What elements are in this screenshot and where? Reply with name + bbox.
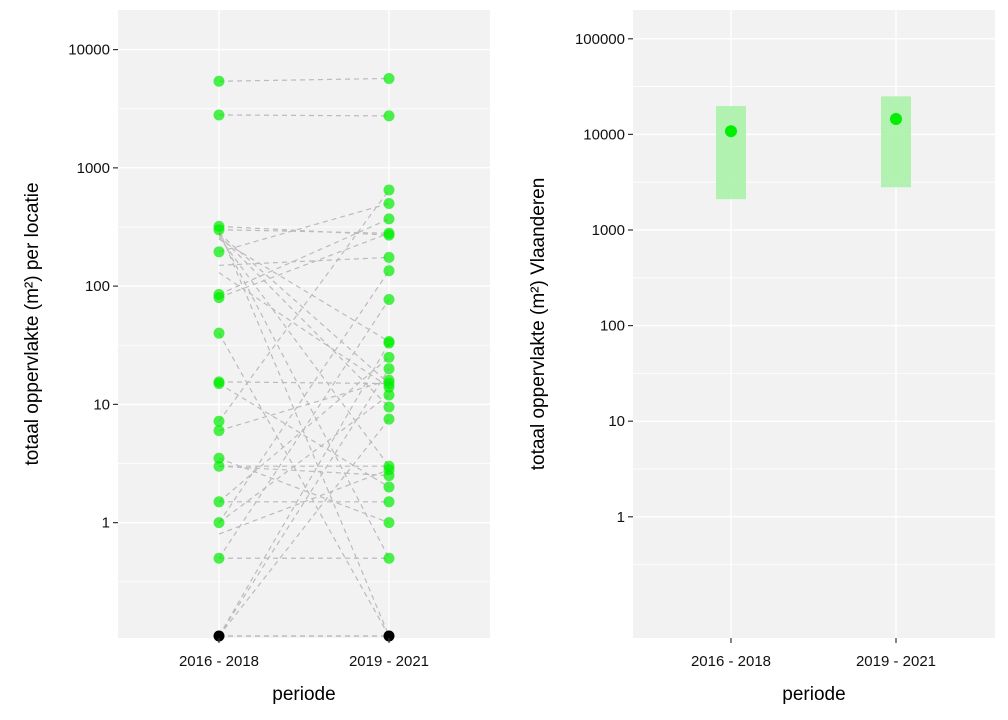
data-point [383, 184, 395, 196]
data-point [383, 413, 395, 425]
data-point [383, 197, 395, 209]
left-points [213, 72, 395, 642]
connection-line [218, 238, 390, 343]
connection-line [218, 236, 390, 467]
connection-line [218, 232, 390, 385]
data-point [383, 381, 395, 393]
connection-line [218, 469, 390, 535]
connection-line [218, 457, 390, 524]
connection-line [218, 379, 390, 432]
right-panel: 1 10 100 1000 10000 100000 2016 - 2018 2019 -… [528, 10, 995, 705]
y-tick-label: 10 [93, 396, 110, 413]
connection-line [218, 465, 390, 477]
y-tick-label: 1 [617, 509, 625, 526]
connection-line [218, 270, 390, 523]
data-point [383, 552, 395, 564]
connection-line [218, 383, 390, 488]
left-plot-area [118, 10, 490, 638]
y-tick-label: 1 [102, 515, 110, 532]
left-x-axis: 2016 - 2018 2019 - 2021 [179, 638, 429, 670]
y-tick-label: 1000 [592, 222, 625, 239]
data-point [213, 425, 225, 437]
left-connection-lines [218, 77, 390, 637]
data-point [213, 75, 225, 87]
data-point [213, 415, 225, 427]
data-point [383, 110, 395, 122]
data-point [383, 72, 395, 84]
y-tick-label: 100 [85, 278, 110, 295]
data-point [213, 517, 225, 529]
left-y-axis-title: totaal oppervlakte (m²) per locatie [22, 182, 43, 465]
data-point [383, 337, 395, 349]
data-point [213, 292, 225, 304]
connection-line [218, 202, 390, 253]
data-point [383, 496, 395, 508]
y-tick-label: 100 [600, 318, 625, 335]
data-point [383, 213, 395, 225]
data-point [383, 470, 395, 482]
data-point [383, 229, 395, 241]
left-y-axis: 1 10 100 1000 10000 [68, 42, 118, 532]
data-point [383, 363, 395, 375]
connection-line [218, 77, 390, 82]
data-point [383, 389, 395, 401]
right-x-tick-1: 2016 - 2018 [691, 653, 771, 670]
data-point [213, 552, 225, 564]
connection-line [218, 232, 390, 559]
data-point [213, 109, 225, 121]
connection-line [218, 299, 390, 559]
zero-value-point [383, 630, 395, 642]
left-x-tick-1: 2016 - 2018 [179, 653, 259, 670]
data-point [213, 496, 225, 508]
range-bar [881, 96, 911, 188]
right-y-axis: 1 10 100 1000 10000 100000 [575, 31, 633, 526]
total-point [725, 125, 737, 138]
data-point [213, 327, 225, 339]
right-x-axis-title: periode [782, 684, 845, 705]
total-point [890, 112, 902, 125]
y-tick-label: 10000 [583, 126, 625, 143]
y-tick-label: 1000 [77, 160, 110, 177]
zero-value-point [213, 630, 225, 642]
right-range-bars [716, 96, 911, 200]
y-tick-label: 10 [608, 413, 625, 430]
connection-line [218, 368, 390, 637]
connection-line [218, 225, 390, 236]
connection-line [218, 272, 390, 388]
data-point [383, 251, 395, 263]
data-point [383, 401, 395, 413]
data-point [383, 265, 395, 277]
connection-line [218, 229, 390, 637]
right-x-axis: 2016 - 2018 2019 - 2021 [691, 638, 936, 670]
data-point [213, 246, 225, 258]
data-point [383, 517, 395, 529]
range-bar [716, 106, 746, 200]
left-x-axis-title: periode [272, 684, 335, 705]
left-x-tick-2: 2019 - 2021 [349, 653, 429, 670]
right-plot-area [633, 10, 995, 638]
right-x-tick-2: 2019 - 2021 [856, 653, 936, 670]
data-point [213, 460, 225, 472]
connection-line [218, 256, 390, 266]
connection-line [218, 418, 390, 637]
data-point [213, 378, 225, 390]
data-point [383, 481, 395, 493]
data-point [383, 351, 395, 363]
connection-line [218, 114, 390, 117]
connection-line [218, 229, 390, 234]
connection-line [218, 232, 390, 299]
data-point [383, 294, 395, 306]
y-tick-label: 10000 [68, 42, 110, 59]
connection-line [218, 218, 390, 296]
data-point [213, 224, 225, 236]
connection-line [218, 189, 390, 422]
right-y-axis-title: totaal oppervlakte (m²) Vlaanderen [528, 178, 549, 471]
data-point [213, 452, 225, 464]
connection-line [218, 342, 390, 637]
right-points [725, 112, 902, 138]
y-tick-label: 100000 [575, 31, 625, 48]
